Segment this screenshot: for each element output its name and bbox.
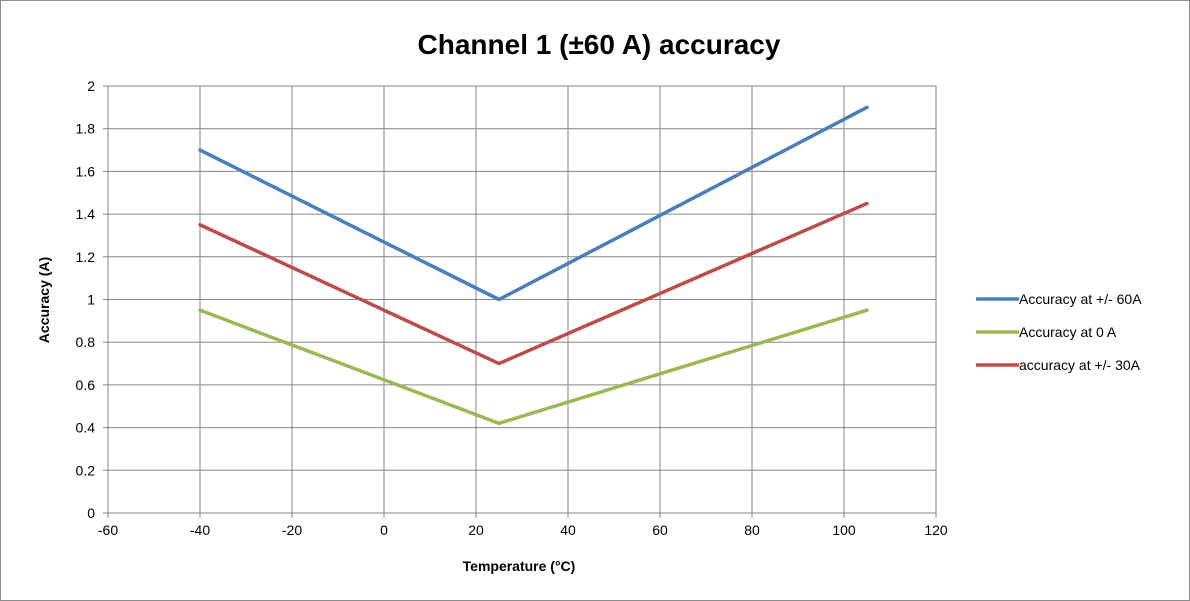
x-tick-label: -60 [98,522,118,538]
x-tick-label: 80 [744,522,760,538]
x-tick-label: -20 [282,522,302,538]
legend-label-2: Accuracy at 0 A [1019,324,1117,340]
y-tick-label: 1.8 [76,121,96,137]
x-tick-label: -40 [190,522,210,538]
x-tick-label: 20 [468,522,484,538]
legend-label-1: Accuracy at +/- 60A [1019,291,1142,307]
y-axis-ticks: 0 0.2 0.4 0.6 0.8 1 1.2 1.4 1.6 1.8 2 [76,78,108,521]
y-tick-label: 0 [87,505,95,521]
x-tick-label: 120 [924,522,948,538]
y-tick-label: 0.4 [76,420,96,436]
y-tick-label: 1.4 [76,206,96,222]
legend-label-3: accuracy at +/- 30A [1019,357,1141,373]
series-lines [198,105,869,426]
y-tick-label: 1.2 [76,249,96,265]
x-tick-label: 100 [832,522,856,538]
y-tick-label: 1.6 [76,163,96,179]
legend: Accuracy at +/- 60A Accuracy at 0 A accura… [976,291,1142,373]
y-tick-label: 0.6 [76,377,96,393]
x-tick-label: 60 [652,522,668,538]
x-axis-ticks: -60 -40 -20 0 20 40 60 80 100 120 [98,513,948,538]
grid [107,85,937,514]
chart-title: Channel 1 (±60 A) accuracy [418,29,781,60]
y-tick-label: 0.2 [76,462,96,478]
series-line-2 [198,308,869,426]
x-axis-label: Temperature (°C) [463,558,576,574]
x-tick-label: 0 [380,522,388,538]
x-tick-label: 40 [560,522,576,538]
y-tick-label: 1 [87,292,95,308]
y-tick-label: 0.8 [76,334,96,350]
y-axis-label: Accuracy (A) [36,257,52,343]
y-tick-label: 2 [87,78,95,94]
